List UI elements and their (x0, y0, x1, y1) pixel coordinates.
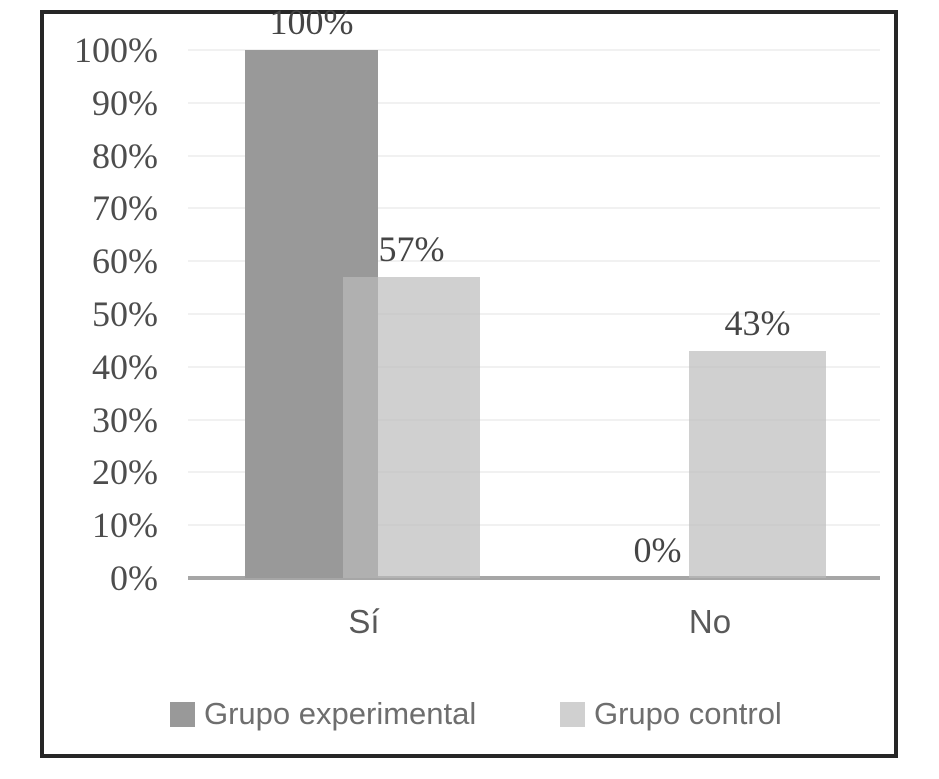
data-label-control-no: 43% (724, 302, 791, 343)
y-tick-label: 70% (92, 188, 158, 229)
legend-label-control: Grupo control (594, 696, 782, 731)
x-category-label-si: Sí (348, 603, 380, 640)
y-tick-label: 50% (92, 294, 158, 334)
data-label-control-si: 57% (378, 229, 445, 270)
gridline (188, 471, 880, 474)
legend-swatch-experimental-icon (170, 701, 195, 727)
gridline (188, 207, 880, 210)
gridline (188, 154, 880, 157)
gridline (188, 313, 880, 315)
x-axis-line (188, 576, 880, 580)
legend-item-experimental: Grupo experimental (170, 694, 476, 734)
legend-label-experimental: Grupo experimental (204, 696, 477, 731)
y-tick-label: 20% (92, 452, 158, 493)
gridline (188, 524, 880, 527)
y-tick-label: 100% (74, 30, 158, 70)
y-tick-label: 0% (110, 558, 158, 598)
gridline (188, 49, 880, 51)
legend-swatch-control-icon (560, 701, 585, 727)
gridline (188, 365, 880, 368)
y-tick-label: 80% (92, 135, 158, 176)
bar-control-si (343, 277, 480, 578)
y-tick-label: 30% (92, 399, 158, 440)
x-category-label-no: No (688, 603, 732, 640)
legend-item-control: Grupo control (560, 694, 782, 734)
legend: Grupo experimental Grupo control (0, 694, 939, 734)
y-tick-label: 90% (92, 82, 158, 123)
gridline (188, 101, 880, 104)
y-tick-label: 10% (92, 505, 158, 546)
data-label-experimental-si: 100% (269, 2, 354, 42)
y-tick-label: 60% (92, 241, 158, 282)
gridline (188, 260, 880, 263)
y-tick-label: 40% (92, 346, 158, 387)
gridline (188, 418, 880, 421)
bar-control-no (689, 350, 826, 578)
data-label-experimental-no: 0% (633, 530, 682, 570)
